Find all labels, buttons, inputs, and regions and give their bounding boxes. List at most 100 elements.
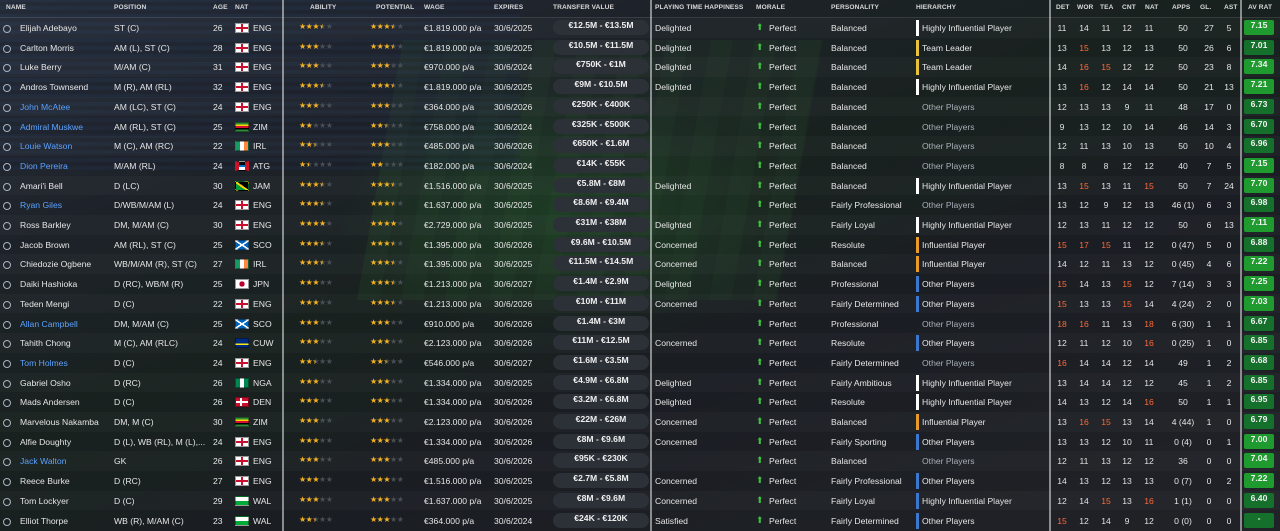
- player-row[interactable]: Ryan Giles D/WB/M/AM (L) 24 ENG ★★★★★ ★★★★★ €1…: [0, 195, 1280, 215]
- player-name[interactable]: Luke Berry: [20, 62, 62, 73]
- player-status-icon[interactable]: [1, 200, 11, 211]
- player-name[interactable]: Allan Campbell: [20, 318, 78, 329]
- header-morale[interactable]: MORALE: [756, 4, 786, 11]
- player-status-icon[interactable]: [1, 417, 11, 427]
- player-name[interactable]: Ross Barkley: [20, 220, 71, 230]
- player-name[interactable]: Teden Mengi: [20, 298, 70, 309]
- player-status-icon[interactable]: [1, 220, 11, 230]
- player-row[interactable]: Jacob Brown AM (RL), ST (C) 25 SCO ★★★★★ ★★★★…: [0, 235, 1280, 255]
- header-expires[interactable]: EXPIRES: [494, 4, 524, 11]
- header-wage[interactable]: WAGE: [424, 4, 445, 11]
- header-ability[interactable]: ABILITY: [310, 4, 337, 11]
- player-name[interactable]: Ryan Giles: [20, 200, 63, 211]
- player-status-icon[interactable]: [1, 23, 11, 33]
- header-name[interactable]: NAME: [6, 4, 26, 11]
- player-row[interactable]: Alfie Doughty D (L), WB (RL), M (L),... 24…: [0, 432, 1280, 452]
- player-status-icon[interactable]: [1, 43, 11, 53]
- player-row[interactable]: Tom Holmes D (C) 24 ENG ★★★★★ ★★★★★ €546.000 p…: [0, 353, 1280, 373]
- player-row[interactable]: Chiedozie Ogbene WB/M/AM (R), ST (C) 27 IRL…: [0, 254, 1280, 274]
- header-position[interactable]: POSITION: [114, 4, 147, 11]
- player-row[interactable]: Louie Watson M (C), AM (RC) 22 IRL ★★★★★ ★★★★…: [0, 136, 1280, 156]
- player-name[interactable]: Louie Watson: [20, 141, 73, 152]
- player-name[interactable]: Tom Holmes: [20, 357, 68, 368]
- player-name[interactable]: Elliot Thorpe: [20, 515, 69, 526]
- header-goals[interactable]: GL.: [1200, 4, 1212, 11]
- player-name[interactable]: Andros Townsend: [20, 82, 89, 93]
- player-status-icon[interactable]: [1, 62, 11, 73]
- player-status-icon[interactable]: [1, 516, 11, 526]
- player-status-icon[interactable]: [1, 319, 11, 329]
- player-status-icon[interactable]: [1, 240, 11, 250]
- player-status-icon[interactable]: [1, 82, 11, 93]
- player-row[interactable]: Tom Lockyer D (C) 29 WAL ★★★★★ ★★★★★ €1.637.00…: [0, 491, 1280, 511]
- player-name[interactable]: Reece Burke: [20, 476, 70, 487]
- header-playing-time-happiness[interactable]: PLAYING TIME HAPPINESS: [655, 4, 744, 11]
- player-status-icon[interactable]: [1, 122, 11, 132]
- player-row[interactable]: Reece Burke D (RC) 27 ENG ★★★★★ ★★★★★ €1.516.0…: [0, 471, 1280, 491]
- header-assists[interactable]: AST: [1224, 4, 1238, 11]
- header-apps[interactable]: APPS: [1172, 4, 1191, 11]
- player-row[interactable]: Luke Berry M/AM (C) 31 ENG ★★★★★ ★★★★★ €970.00…: [0, 57, 1280, 77]
- header-personality[interactable]: PERSONALITY: [831, 4, 879, 11]
- player-name[interactable]: Gabriel Osho: [20, 377, 71, 388]
- header-nat[interactable]: NAT: [235, 4, 249, 11]
- player-name[interactable]: Carlton Morris: [20, 42, 74, 53]
- player-row[interactable]: Mads Andersen D (C) 26 DEN ★★★★★ ★★★★★ €1.334.…: [0, 392, 1280, 412]
- header-tea[interactable]: TEA: [1100, 4, 1114, 11]
- header-av-rat[interactable]: AV RAT: [1248, 4, 1273, 11]
- player-name[interactable]: John McAtee: [20, 101, 71, 112]
- player-row[interactable]: Ross Barkley DM, M/AM (C) 30 ENG ★★★★★ ★★★★★ €…: [0, 215, 1280, 235]
- header-transfer-value[interactable]: TRANSFER VALUE: [553, 4, 614, 11]
- header-det[interactable]: DET: [1056, 4, 1070, 11]
- player-status-icon[interactable]: [1, 496, 11, 506]
- player-status-icon[interactable]: [1, 181, 11, 191]
- player-status-icon[interactable]: [1, 299, 11, 309]
- player-status-icon[interactable]: [1, 358, 11, 368]
- player-status-icon[interactable]: [1, 279, 11, 290]
- player-name[interactable]: Jacob Brown: [20, 239, 70, 250]
- player-row[interactable]: John McAtee AM (LC), ST (C) 24 ENG ★★★★★ ★★★★…: [0, 97, 1280, 117]
- player-status-icon[interactable]: [1, 338, 11, 349]
- player-status-icon[interactable]: [1, 259, 11, 270]
- player-name[interactable]: Amari'i Bell: [20, 180, 63, 191]
- player-status-icon[interactable]: [1, 161, 11, 171]
- player-row[interactable]: Elliot Thorpe WB (R), M/AM (C) 23 WAL ★★★★★ ★…: [0, 511, 1280, 531]
- player-name[interactable]: Mads Andersen: [20, 397, 80, 408]
- player-name[interactable]: Chiedozie Ogbene: [20, 259, 92, 270]
- player-name[interactable]: Elijah Adebayo: [20, 23, 77, 33]
- player-status-icon[interactable]: [1, 397, 11, 408]
- header-nat-attr[interactable]: NAT: [1145, 4, 1159, 11]
- player-name[interactable]: Tahith Chong: [20, 338, 71, 349]
- player-row[interactable]: Jack Walton GK 26 ENG ★★★★★ ★★★★★ €485.000 p/a…: [0, 451, 1280, 471]
- player-status-icon[interactable]: [1, 437, 11, 447]
- player-row[interactable]: Tahith Chong M (C), AM (RLC) 24 CUW ★★★★★ ★★★…: [0, 333, 1280, 353]
- player-name[interactable]: Marvelous Nakamba: [20, 417, 99, 427]
- header-hierarchy[interactable]: HIERARCHY: [916, 4, 957, 11]
- player-status-icon[interactable]: [1, 102, 11, 112]
- player-row[interactable]: Carlton Morris AM (L), ST (C) 28 ENG ★★★★★ ★★…: [0, 38, 1280, 58]
- player-row[interactable]: Admiral Muskwe AM (RL), ST (C) 25 ZIM ★★★★★ ★…: [0, 117, 1280, 137]
- player-name[interactable]: Alfie Doughty: [20, 436, 72, 447]
- player-row[interactable]: Daiki Hashioka D (RC), WB/M (R) 25 JPN ★★★★★…: [0, 274, 1280, 294]
- header-potential[interactable]: POTENTIAL: [376, 4, 415, 11]
- player-name[interactable]: Tom Lockyer: [20, 495, 69, 506]
- player-row[interactable]: Teden Mengi D (C) 22 ENG ★★★★★ ★★★★★ €1.213.00…: [0, 294, 1280, 314]
- player-name[interactable]: Dion Pereira: [20, 160, 68, 171]
- player-status-icon[interactable]: [1, 476, 11, 487]
- player-row[interactable]: Gabriel Osho D (RC) 26 NGA ★★★★★ ★★★★★ €1.334.…: [0, 373, 1280, 393]
- player-name[interactable]: Jack Walton: [20, 456, 67, 467]
- player-row[interactable]: Marvelous Nakamba DM, M (C) 30 ZIM ★★★★★ ★★★★…: [0, 412, 1280, 432]
- player-name[interactable]: Admiral Muskwe: [20, 121, 84, 132]
- header-cnt[interactable]: CNT: [1122, 4, 1136, 11]
- player-status-icon[interactable]: [1, 378, 11, 388]
- player-row[interactable]: Dion Pereira M/AM (RL) 24 ATG ★★★★★ ★★★★★ €182…: [0, 156, 1280, 176]
- player-status-icon[interactable]: [1, 141, 11, 152]
- player-row[interactable]: Elijah Adebayo ST (C) 26 ENG ★★★★★ ★★★★★ €1.81…: [0, 18, 1280, 38]
- player-status-icon[interactable]: [1, 456, 11, 467]
- player-row[interactable]: Andros Townsend M (R), AM (RL) 32 ENG ★★★★★ ★…: [0, 77, 1280, 97]
- header-age[interactable]: AGE: [213, 4, 228, 11]
- player-name[interactable]: Daiki Hashioka: [20, 279, 78, 290]
- header-wor[interactable]: WOR: [1077, 4, 1094, 11]
- player-row[interactable]: Amari'i Bell D (LC) 30 JAM ★★★★★ ★★★★★ €1.516.…: [0, 176, 1280, 196]
- player-row[interactable]: Allan Campbell DM, M/AM (C) 25 SCO ★★★★★ ★★★★…: [0, 314, 1280, 334]
